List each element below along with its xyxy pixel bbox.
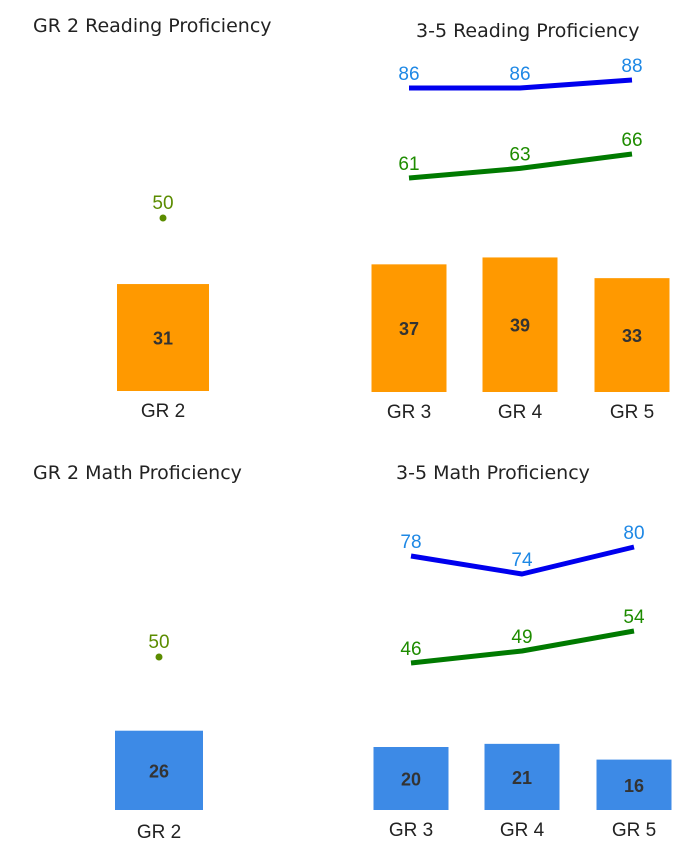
gr35-reading-bar-value-2: 39 — [510, 316, 530, 336]
gr35-math-line-1-label-2: 74 — [511, 550, 533, 571]
gr2-math-bar-value-1: 26 — [149, 761, 169, 781]
gr35-math-category-label-1: GR 3 — [389, 820, 433, 841]
gr35-reading-line-1-label-1: 86 — [398, 64, 419, 85]
gr35-reading-bar-3 — [594, 278, 670, 392]
gr35-reading-category-label-1: GR 3 — [387, 402, 431, 423]
gr35-math-line-2-label-2: 49 — [511, 627, 532, 648]
gr35-reading-bar-1 — [371, 264, 447, 392]
gr35-reading-bar-value-1: 37 — [399, 319, 419, 339]
gr2-math-bar-1 — [115, 730, 203, 810]
chart-title-gr2-math: GR 2 Math Proficiency — [33, 462, 242, 484]
gr35-math-category-label-2: GR 4 — [500, 820, 545, 841]
gr2-reading-bar-1 — [117, 284, 209, 391]
gr35-reading-line-2-label-3: 66 — [621, 130, 642, 151]
gr35-reading-bar-2 — [482, 257, 558, 392]
gr35-math-line-1 — [410, 544, 635, 577]
gr2-math-point-label-1: 50 — [148, 632, 169, 653]
gr2-reading-bar-value-1: 31 — [153, 329, 173, 349]
gr35-math-line-1-label-1: 78 — [400, 532, 421, 553]
gr2-reading-point-label-1: 50 — [152, 193, 173, 214]
gr2-math-point-1 — [155, 653, 163, 661]
gr35-reading-category-label-3: GR 5 — [610, 402, 654, 423]
chart-title-gr35-reading: 3-5 Reading Proficiency — [416, 20, 640, 42]
gr35-reading-line-1-label-2: 86 — [509, 64, 530, 85]
gr35-math-line-2-label-3: 54 — [623, 607, 645, 628]
gr35-math-category-label-3: GR 5 — [612, 820, 656, 841]
chart-title-gr2-reading: GR 2 Reading Proficiency — [33, 15, 272, 37]
gr35-reading-line-2-label-2: 63 — [509, 144, 530, 165]
gr35-math-bar-2 — [484, 743, 560, 810]
gr35-math-bar-value-2: 21 — [512, 768, 532, 788]
gr35-math-bar-3 — [596, 759, 672, 810]
gr35-reading-line-2 — [408, 151, 633, 181]
gr35-math-bar-1 — [373, 747, 449, 810]
gr35-reading-bar-value-3: 33 — [622, 326, 642, 346]
chart-title-gr35-math: 3-5 Math Proficiency — [396, 462, 590, 484]
gr35-reading-line-1-label-3: 88 — [621, 56, 642, 77]
gr35-math-line-1-label-3: 80 — [623, 523, 644, 544]
gr35-reading-line-1 — [409, 77, 633, 91]
gr35-math-bar-value-1: 20 — [401, 770, 421, 790]
gr35-math-line-2-label-1: 46 — [400, 639, 421, 660]
gr35-reading-category-label-2: GR 4 — [498, 402, 543, 423]
gr35-reading-line-2-label-1: 61 — [398, 154, 419, 175]
gr2-reading-point-1 — [159, 214, 167, 222]
gr2-math-category-label-1: GR 2 — [137, 822, 181, 843]
gr35-math-bar-value-3: 16 — [624, 776, 644, 796]
gr35-math-line-2 — [410, 628, 635, 666]
gr2-reading-category-label-1: GR 2 — [141, 401, 185, 422]
